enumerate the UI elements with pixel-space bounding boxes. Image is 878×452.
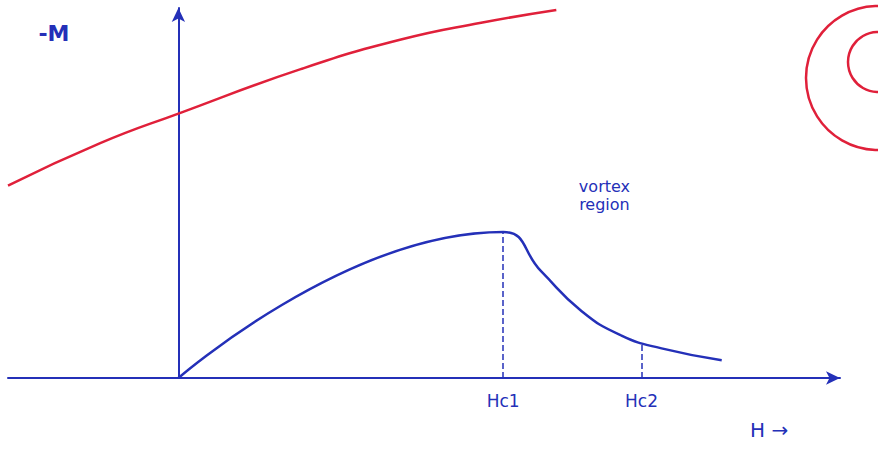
svg-text:Hc2: Hc2 (625, 391, 658, 411)
svg-text:-M: -M (38, 21, 69, 46)
svg-text:H →: H → (750, 418, 788, 442)
svg-text:Hc1: Hc1 (487, 391, 520, 411)
svg-text:region: region (579, 195, 630, 214)
svg-text:vortex: vortex (579, 177, 630, 196)
